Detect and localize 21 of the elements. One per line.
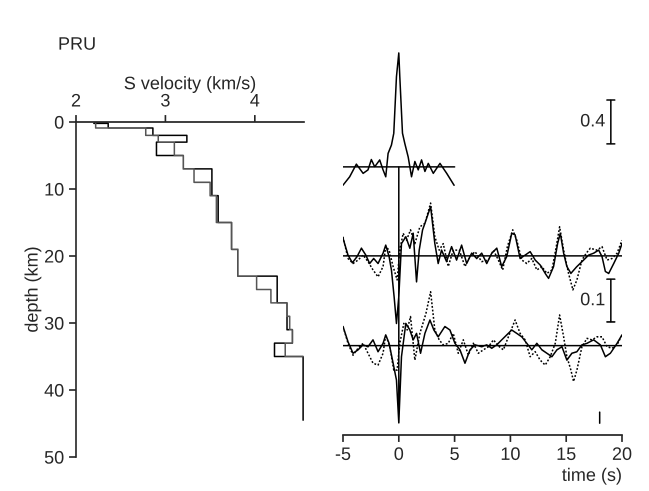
y-axis-title: depth (km): [24, 247, 42, 332]
y-tick-label: 20: [45, 250, 64, 263]
y-tick-label: 0: [54, 116, 64, 129]
x-tick-label: 10: [502, 447, 520, 460]
x-tick-label: 4: [250, 94, 260, 106]
annotation: 0.4: [580, 114, 605, 127]
x-tick-label: 15: [558, 447, 576, 460]
y-tick-label: 40: [44, 384, 64, 397]
x-axis-title: time (s): [562, 468, 621, 485]
y-tick-label: 10: [45, 182, 64, 196]
x-tick-label: 2: [72, 94, 80, 106]
y-tick-label: 30: [44, 316, 64, 330]
x-tick-label: -5: [336, 447, 350, 460]
chart-title: PRU: [59, 37, 95, 50]
annotation: 0.1: [580, 292, 604, 306]
x-tick-label: 3: [161, 94, 170, 107]
x-tick-label: 5: [450, 447, 459, 460]
x-axis-title: S velocity (km/s): [124, 76, 256, 93]
x-tick-label: 20: [612, 447, 632, 460]
y-tick-label: 50: [44, 450, 64, 464]
x-tick-label: 0: [394, 447, 404, 460]
